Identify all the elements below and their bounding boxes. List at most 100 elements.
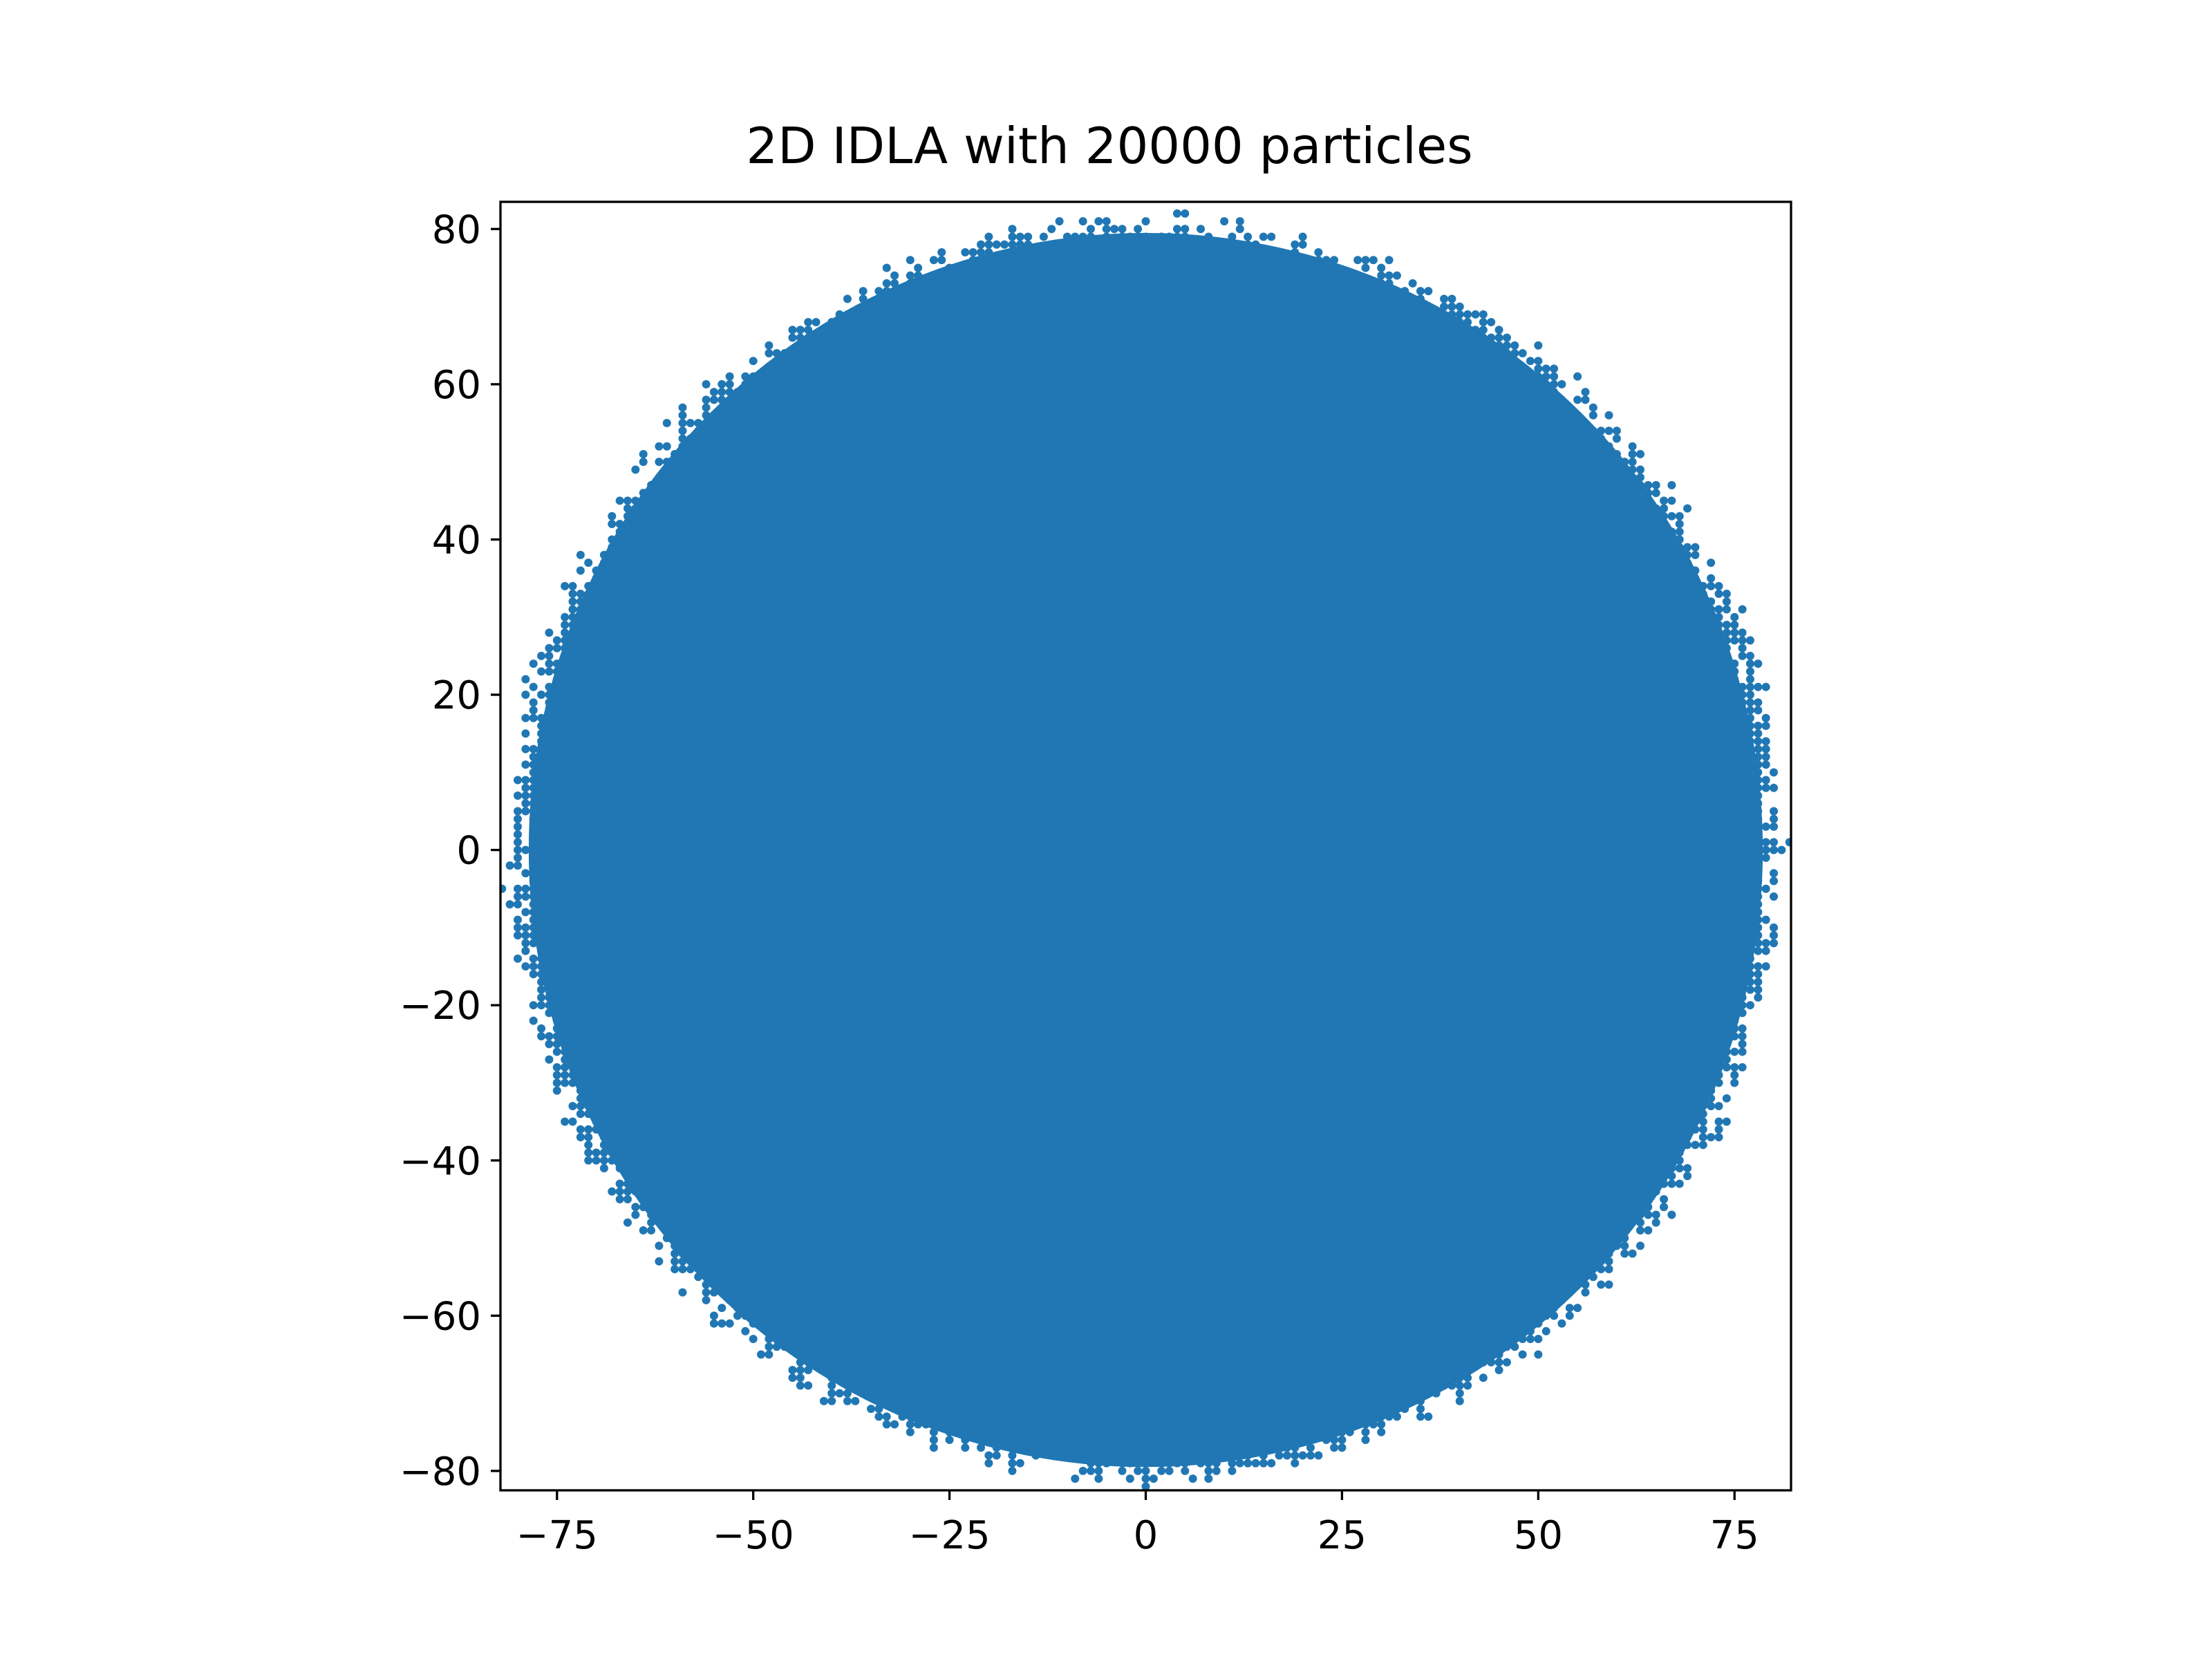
particle-point xyxy=(780,357,789,366)
particle-point xyxy=(1683,504,1692,513)
particle-point xyxy=(1432,310,1441,319)
particle-point xyxy=(1447,326,1456,335)
particle-point xyxy=(576,597,585,606)
particle-point xyxy=(537,651,546,660)
particle-point xyxy=(1714,1055,1723,1064)
particle-point xyxy=(631,1210,640,1219)
particle-point xyxy=(1667,1148,1676,1157)
particle-point xyxy=(1761,783,1770,792)
particle-point xyxy=(702,1273,711,1282)
particle-point xyxy=(647,1218,656,1227)
particle-point xyxy=(906,279,915,288)
particle-point xyxy=(984,232,993,241)
particle-point xyxy=(709,1288,718,1297)
particle-point xyxy=(725,1319,734,1328)
particle-point xyxy=(599,581,608,590)
particle-point xyxy=(1228,240,1237,249)
particle-point xyxy=(521,946,530,955)
particle-point xyxy=(529,768,538,777)
particle-point xyxy=(1408,1396,1417,1405)
particle-point xyxy=(1110,1443,1119,1452)
particle-point xyxy=(1447,318,1456,327)
particle-point xyxy=(1078,1466,1087,1475)
particle-point xyxy=(671,1257,679,1266)
particle-point xyxy=(921,1420,930,1429)
particle-point xyxy=(1526,1327,1535,1335)
particle-point xyxy=(1235,247,1244,256)
particle-point xyxy=(1745,939,1754,948)
particle-point xyxy=(772,1335,781,1344)
particle-point xyxy=(1745,1001,1754,1010)
particle-point xyxy=(1738,636,1747,645)
particle-point xyxy=(1691,1141,1700,1150)
particle-point xyxy=(1761,962,1770,971)
particle-point xyxy=(1259,1443,1268,1452)
particle-point xyxy=(1730,1063,1739,1072)
particle-point xyxy=(1738,1063,1747,1072)
particle-point xyxy=(1424,1374,1433,1382)
particle-point xyxy=(733,1304,742,1313)
particle-point xyxy=(529,970,538,979)
particle-point xyxy=(1259,1436,1268,1445)
particle-point xyxy=(568,581,577,590)
particle-point xyxy=(992,240,1001,249)
particle-point xyxy=(1612,434,1621,443)
particle-point xyxy=(561,1032,570,1041)
particle-point xyxy=(1361,279,1370,288)
particle-point xyxy=(1754,970,1763,979)
particle-point xyxy=(1635,1187,1644,1196)
particle-point xyxy=(1510,1327,1519,1335)
particle-point xyxy=(537,977,546,986)
particle-point xyxy=(1738,1009,1747,1018)
particle-point xyxy=(1494,348,1503,357)
particle-point xyxy=(1118,232,1127,241)
particle-point xyxy=(1196,240,1205,249)
particle-point xyxy=(1275,256,1284,265)
particle-point xyxy=(709,395,718,404)
y-tick-label: 20 xyxy=(432,673,481,718)
particle-point xyxy=(709,411,718,420)
particle-point xyxy=(1008,1427,1017,1436)
particle-point xyxy=(1745,853,1754,862)
particle-point xyxy=(1534,379,1543,388)
particle-point xyxy=(984,1459,993,1468)
particle-point xyxy=(1172,209,1181,218)
particle-point xyxy=(882,294,891,303)
particle-point xyxy=(1612,1241,1621,1250)
particle-point xyxy=(1541,1327,1550,1335)
particle-point xyxy=(1635,1226,1644,1235)
particle-point xyxy=(552,1024,561,1033)
particle-point xyxy=(678,1249,687,1258)
particle-point xyxy=(671,1234,679,1243)
particle-point xyxy=(1141,247,1150,256)
particle-point xyxy=(1377,279,1386,288)
particle-point xyxy=(1463,1374,1472,1382)
particle-point xyxy=(623,520,632,528)
particle-point xyxy=(513,853,522,862)
particle-point xyxy=(1385,256,1394,265)
particle-point xyxy=(1660,512,1669,521)
particle-point xyxy=(749,1319,758,1328)
particle-point xyxy=(1330,1443,1339,1452)
particle-point xyxy=(1581,1273,1590,1282)
particle-point xyxy=(662,1234,671,1243)
particle-point xyxy=(804,348,813,357)
particle-point xyxy=(1369,256,1378,265)
particle-point xyxy=(561,675,570,684)
particle-point xyxy=(1730,636,1739,645)
particle-point xyxy=(1573,1304,1582,1313)
particle-point xyxy=(1338,1412,1347,1421)
particle-point xyxy=(906,1420,915,1429)
particle-point xyxy=(992,256,1001,265)
particle-point xyxy=(662,442,671,451)
particle-point xyxy=(741,1311,750,1320)
particle-point xyxy=(1494,1358,1503,1367)
particle-point xyxy=(1353,1420,1362,1429)
particle-point xyxy=(1730,713,1739,722)
particle-point xyxy=(953,1412,962,1421)
particle-point xyxy=(1745,892,1754,901)
particle-point xyxy=(647,489,656,498)
particle-point xyxy=(1754,908,1763,917)
particle-point xyxy=(984,247,993,256)
particle-point xyxy=(1385,1396,1394,1405)
